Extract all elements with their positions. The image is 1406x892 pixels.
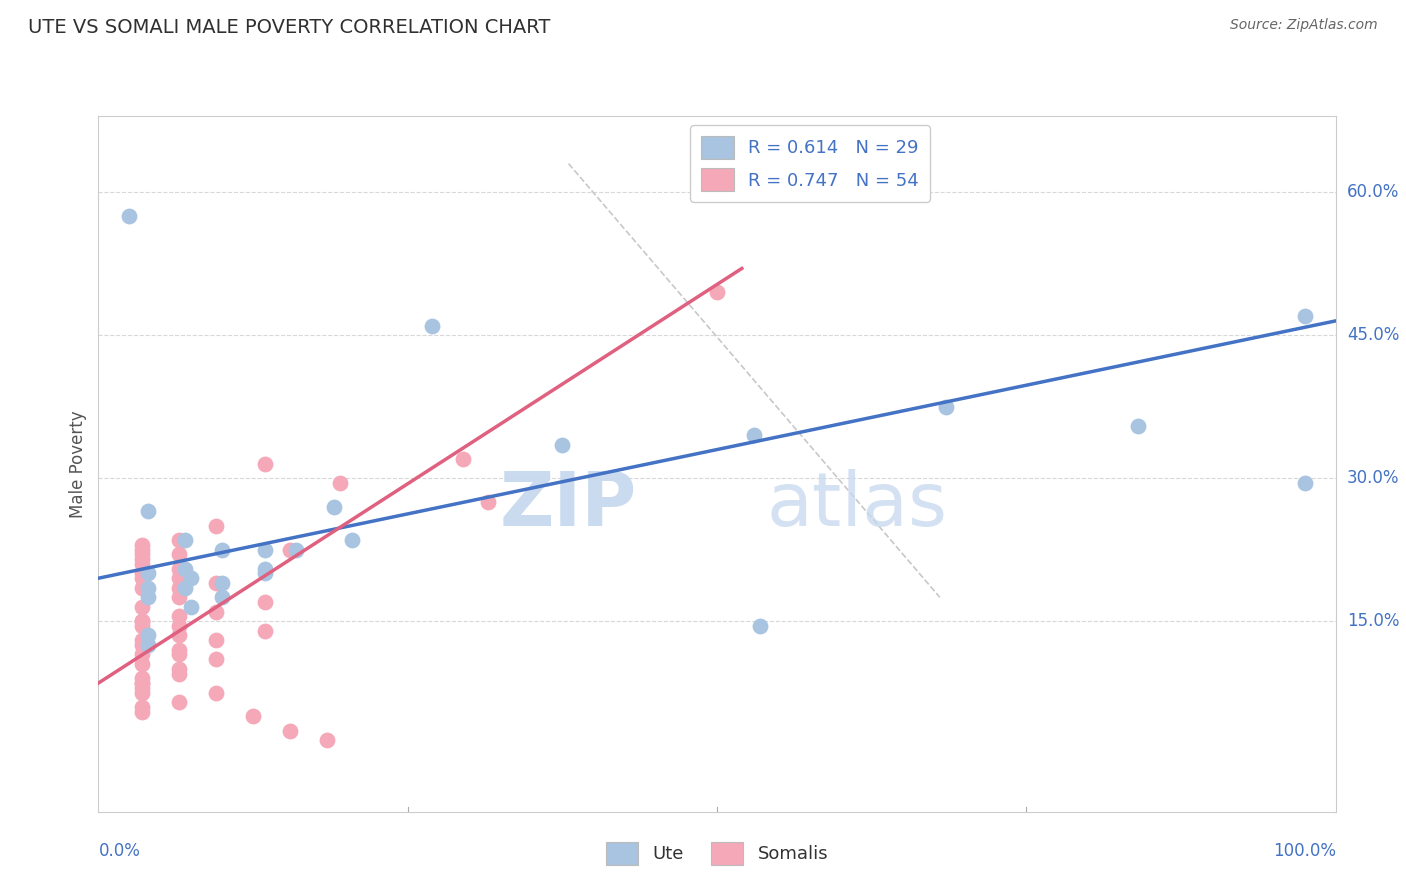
Point	[329, 475, 352, 490]
Point	[167, 581, 190, 595]
Text: 30.0%: 30.0%	[1347, 469, 1399, 487]
Point	[254, 562, 277, 576]
Point	[167, 609, 190, 624]
Point	[422, 318, 444, 333]
Point	[131, 619, 153, 633]
Point	[180, 571, 202, 585]
Point	[1294, 309, 1316, 323]
Point	[131, 614, 153, 628]
Point	[131, 571, 153, 585]
Point	[131, 685, 153, 699]
Point	[167, 628, 190, 642]
Point	[453, 452, 475, 467]
Point	[167, 571, 190, 585]
Point	[180, 599, 202, 614]
Point	[340, 533, 363, 547]
Point	[278, 723, 301, 738]
Point	[1294, 475, 1316, 490]
Point	[167, 642, 190, 657]
Point	[174, 562, 197, 576]
Text: 15.0%: 15.0%	[1347, 612, 1399, 630]
Point	[131, 614, 153, 628]
Point	[935, 400, 957, 414]
Point	[278, 542, 301, 557]
Point	[242, 709, 264, 723]
Point	[254, 457, 277, 471]
Point	[167, 562, 190, 576]
Point	[205, 605, 228, 619]
Legend: Ute, Somalis: Ute, Somalis	[599, 835, 835, 872]
Point	[131, 581, 153, 595]
Point	[136, 591, 159, 605]
Point	[131, 557, 153, 571]
Point	[131, 676, 153, 690]
Point	[136, 504, 159, 518]
Point	[205, 633, 228, 648]
Point	[131, 566, 153, 581]
Point	[131, 648, 153, 662]
Text: Source: ZipAtlas.com: Source: ZipAtlas.com	[1230, 18, 1378, 32]
Point	[706, 285, 728, 300]
Point	[131, 705, 153, 719]
Point	[136, 581, 159, 595]
Y-axis label: Male Poverty: Male Poverty	[69, 410, 87, 517]
Point	[167, 591, 190, 605]
Point	[322, 500, 344, 514]
Point	[131, 681, 153, 695]
Point	[211, 542, 233, 557]
Point	[136, 638, 159, 652]
Point	[205, 685, 228, 699]
Point	[167, 666, 190, 681]
Point	[174, 581, 197, 595]
Point	[551, 438, 574, 452]
Point	[131, 699, 153, 714]
Text: UTE VS SOMALI MALE POVERTY CORRELATION CHART: UTE VS SOMALI MALE POVERTY CORRELATION C…	[28, 18, 551, 37]
Point	[211, 576, 233, 591]
Point	[167, 662, 190, 676]
Point	[477, 495, 499, 509]
Point	[167, 648, 190, 662]
Point	[167, 548, 190, 562]
Point	[131, 538, 153, 552]
Point	[1126, 418, 1149, 433]
Point	[205, 518, 228, 533]
Point	[205, 576, 228, 591]
Point	[167, 695, 190, 709]
Point	[174, 533, 197, 547]
Point	[167, 533, 190, 547]
Point	[254, 566, 277, 581]
Point	[131, 599, 153, 614]
Text: 0.0%: 0.0%	[98, 842, 141, 860]
Point	[316, 733, 339, 747]
Point	[167, 619, 190, 633]
Point	[205, 652, 228, 666]
Point	[742, 428, 765, 442]
Point	[254, 595, 277, 609]
Point	[254, 542, 277, 557]
Point	[136, 566, 159, 581]
Point	[254, 624, 277, 638]
Point	[131, 638, 153, 652]
Point	[749, 619, 772, 633]
Point	[285, 542, 308, 557]
Point	[131, 542, 153, 557]
Point	[136, 628, 159, 642]
Point	[131, 657, 153, 671]
Text: ZIP: ZIP	[499, 469, 637, 542]
Point	[131, 548, 153, 562]
Text: 60.0%: 60.0%	[1347, 183, 1399, 202]
Point	[118, 209, 141, 223]
Text: 45.0%: 45.0%	[1347, 326, 1399, 344]
Text: 100.0%: 100.0%	[1272, 842, 1336, 860]
Text: atlas: atlas	[766, 469, 948, 542]
Point	[131, 676, 153, 690]
Point	[211, 591, 233, 605]
Point	[131, 633, 153, 648]
Point	[131, 671, 153, 685]
Point	[131, 552, 153, 566]
